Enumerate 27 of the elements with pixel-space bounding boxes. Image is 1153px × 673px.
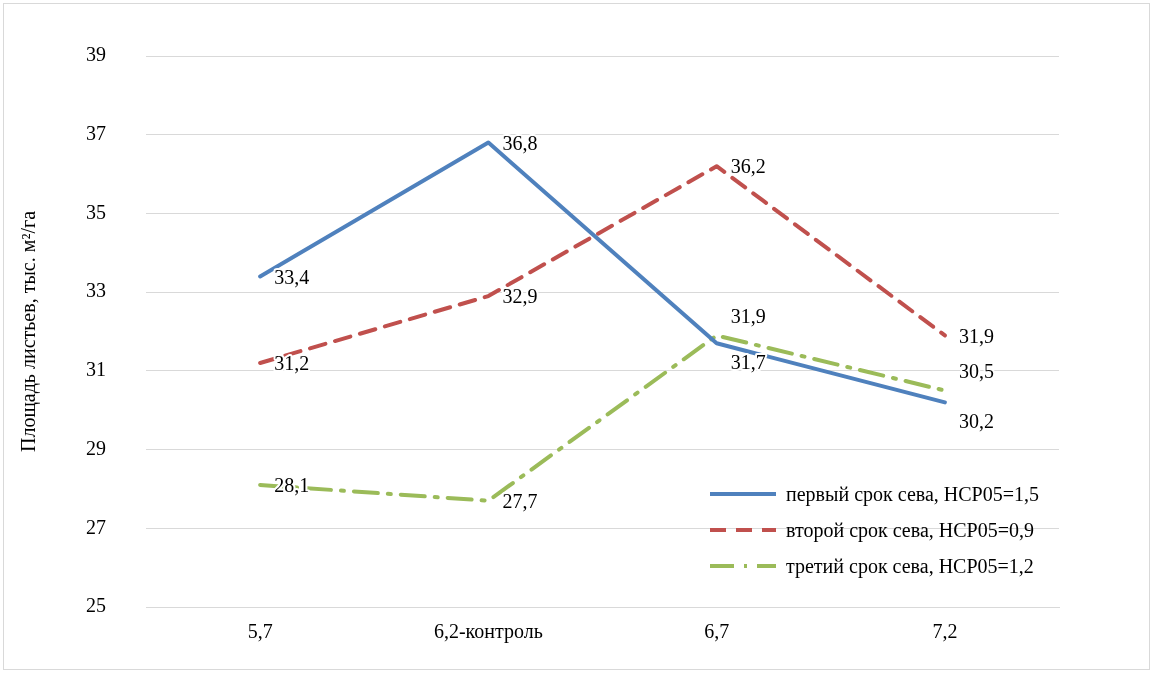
data-label: 31,2 (274, 352, 310, 375)
legend-label: первый срок сева, НСР05=1,5 (786, 482, 1039, 506)
y-tick-label: 25 (86, 594, 106, 617)
y-tick-label: 27 (86, 515, 106, 538)
data-label: 30,5 (958, 359, 994, 382)
x-tick-label: 7,2 (932, 620, 958, 643)
y-tick-label: 33 (86, 279, 106, 302)
data-label: 36,2 (730, 155, 766, 178)
y-tick-label: 29 (86, 436, 106, 459)
data-label: 27,7 (502, 489, 538, 512)
legend-label: третий срок сева, НСР05=1,2 (786, 554, 1034, 578)
y-tick-label: 35 (86, 200, 106, 223)
x-tick-label: 6,2-контроль (433, 620, 543, 644)
x-tick-label: 5,7 (247, 620, 273, 643)
y-tick-label: 37 (86, 121, 106, 144)
x-tick-label: 6,7 (704, 620, 730, 643)
y-tick-label: 39 (86, 43, 106, 66)
data-label: 30,2 (958, 409, 994, 432)
data-label: 36,8 (502, 131, 538, 154)
data-label: 33,4 (274, 265, 310, 288)
data-label: 31,7 (730, 350, 766, 373)
data-label: 31,9 (958, 324, 994, 347)
y-tick-label: 31 (86, 358, 106, 381)
y-axis-title: Площадь листьев, тыс. м²/га (17, 210, 41, 453)
legend-label: второй срок сева, НСР05=0,9 (786, 518, 1034, 542)
data-label: 32,9 (502, 285, 538, 308)
data-label: 31,9 (730, 304, 766, 327)
